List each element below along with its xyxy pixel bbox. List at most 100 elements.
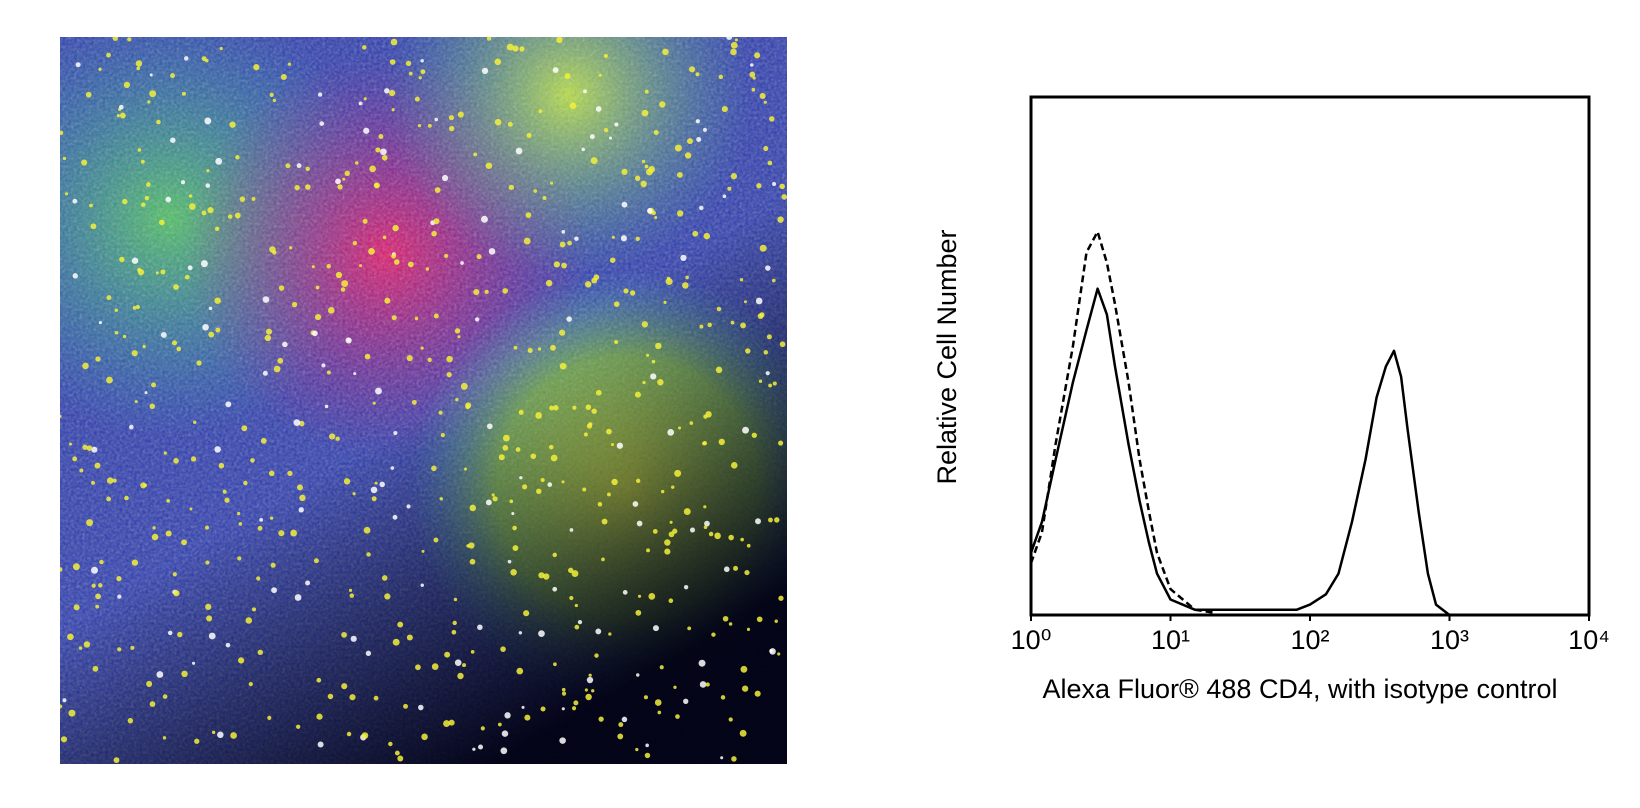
cell-dot bbox=[230, 732, 237, 739]
cell-dot bbox=[548, 444, 554, 450]
cell-dot bbox=[699, 324, 704, 329]
cell-dot bbox=[535, 412, 542, 419]
cell-dot bbox=[392, 638, 400, 646]
cell-dot bbox=[152, 526, 156, 530]
cell-dot bbox=[448, 719, 455, 726]
cell-dot bbox=[486, 423, 493, 430]
cell-dot bbox=[439, 497, 443, 501]
cell-dot bbox=[478, 744, 484, 750]
cell-dot bbox=[165, 530, 172, 537]
cell-dot bbox=[329, 433, 336, 440]
cell-dot bbox=[550, 344, 556, 351]
cell-dot bbox=[746, 543, 751, 548]
cell-dot bbox=[269, 516, 274, 520]
cell-dot bbox=[271, 587, 278, 594]
cell-dot bbox=[62, 698, 67, 703]
cell-dot bbox=[476, 254, 482, 260]
cell-dot bbox=[64, 192, 69, 196]
cell-dot bbox=[122, 334, 127, 339]
cell-dot bbox=[611, 478, 618, 486]
cell-dot bbox=[131, 257, 139, 264]
cell-dot bbox=[698, 659, 706, 667]
cell-dot bbox=[566, 316, 572, 322]
cell-dot bbox=[512, 545, 519, 552]
cell-dot bbox=[683, 508, 691, 516]
cell-dot bbox=[327, 693, 334, 700]
cell-dot bbox=[673, 685, 677, 689]
cell-dot bbox=[744, 569, 750, 576]
cell-dot bbox=[733, 565, 739, 571]
cell-dot bbox=[420, 583, 424, 587]
cell-dot bbox=[635, 609, 642, 616]
cell-dot bbox=[561, 691, 567, 696]
cell-dot bbox=[146, 680, 153, 687]
cell-dot bbox=[235, 155, 240, 160]
cell-dot bbox=[106, 376, 113, 384]
cell-dot bbox=[763, 100, 767, 104]
cell-dot bbox=[540, 706, 546, 712]
cell-dot bbox=[515, 447, 521, 452]
cell-dot bbox=[772, 182, 777, 187]
cell-dot bbox=[388, 89, 396, 97]
cell-dot bbox=[469, 558, 476, 565]
cell-dot bbox=[113, 757, 120, 764]
cell-dot bbox=[371, 496, 377, 502]
cell-dot bbox=[311, 265, 315, 269]
cell-dot bbox=[296, 163, 302, 169]
cell-dot bbox=[205, 183, 211, 188]
cell-dot bbox=[313, 558, 319, 564]
cell-dot bbox=[438, 410, 443, 415]
cell-dot bbox=[205, 560, 210, 565]
cell-dot bbox=[406, 355, 413, 362]
cell-dot bbox=[225, 642, 231, 648]
cell-dot bbox=[316, 677, 322, 683]
cell-dot bbox=[574, 624, 580, 630]
cell-dot bbox=[218, 462, 225, 469]
cell-dot bbox=[135, 60, 143, 67]
cell-dot bbox=[94, 462, 101, 469]
cell-dot bbox=[768, 383, 773, 388]
cell-dot bbox=[449, 125, 455, 132]
cell-dot bbox=[326, 263, 331, 269]
cell-dot bbox=[353, 372, 357, 376]
cell-dot bbox=[668, 598, 674, 604]
cell-dot bbox=[722, 615, 729, 622]
cell-dot bbox=[270, 562, 276, 568]
cell-dot bbox=[641, 109, 649, 117]
cell-dot bbox=[418, 76, 422, 80]
cell-dot bbox=[734, 38, 738, 42]
cell-dot bbox=[67, 633, 74, 641]
cell-dot bbox=[702, 441, 706, 446]
cell-dot bbox=[659, 101, 666, 108]
cell-dot bbox=[766, 334, 772, 340]
cell-dot bbox=[72, 273, 78, 279]
cell-dot bbox=[486, 37, 492, 41]
cell-dot bbox=[767, 160, 773, 166]
cell-dot bbox=[433, 313, 439, 319]
cell-dot bbox=[427, 123, 432, 128]
cell-dot bbox=[507, 121, 513, 127]
cell-dot bbox=[106, 477, 114, 484]
cell-dot bbox=[497, 722, 502, 727]
cell-dot bbox=[170, 73, 176, 79]
cell-dot bbox=[280, 74, 287, 81]
cell-dot bbox=[644, 89, 649, 94]
cell-dot bbox=[117, 594, 122, 599]
cell-dot bbox=[170, 137, 176, 143]
cell-dot bbox=[641, 159, 646, 164]
cell-dot bbox=[646, 548, 651, 553]
cell-dot bbox=[368, 247, 375, 255]
cell-dot bbox=[206, 169, 210, 173]
cell-dot bbox=[217, 731, 224, 739]
cell-dot bbox=[755, 297, 763, 305]
cell-dot bbox=[348, 588, 353, 592]
cell-dot bbox=[60, 704, 63, 709]
cell-dot bbox=[294, 594, 302, 601]
cell-dot bbox=[542, 195, 547, 201]
cell-dot bbox=[540, 477, 545, 483]
cell-dot bbox=[601, 518, 608, 525]
cell-dot bbox=[362, 218, 368, 224]
cell-dot bbox=[696, 137, 702, 143]
cell-dot bbox=[374, 481, 378, 485]
